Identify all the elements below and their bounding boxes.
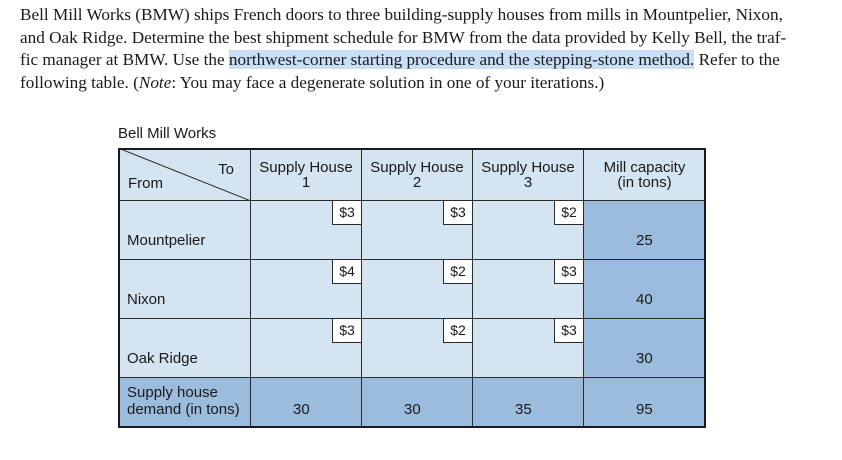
cost-box: $3 bbox=[443, 201, 472, 225]
row-label-text: Oak Ridge bbox=[127, 350, 198, 367]
cost-box: $2 bbox=[554, 201, 583, 225]
demand-value: 35 bbox=[515, 401, 532, 418]
cost-box: $3 bbox=[332, 319, 361, 343]
column-header-label: Supply House bbox=[370, 159, 464, 176]
cost-box: $3 bbox=[554, 319, 583, 343]
demand-value: 30 bbox=[404, 401, 421, 418]
column-header-supply-house-2: Supply House 2 bbox=[361, 148, 473, 201]
capacity-value: 25 bbox=[636, 232, 653, 249]
problem-text: fic manager at BMW. Use the bbox=[20, 50, 229, 69]
demand-label-line1: Supply house bbox=[127, 384, 218, 401]
diagonal-divider bbox=[118, 148, 251, 201]
corner-to-label: To bbox=[218, 161, 234, 178]
demand-sh3: 35 bbox=[472, 377, 584, 428]
column-header-supply-house-1: Supply House 1 bbox=[250, 148, 362, 201]
capacity-value: 30 bbox=[636, 350, 653, 367]
demand-sh1: 30 bbox=[250, 377, 362, 428]
cell-nixon-sh2[interactable]: $2 bbox=[361, 259, 473, 319]
problem-text: following table. ( bbox=[20, 72, 139, 92]
capacity-oak-ridge: 30 bbox=[583, 318, 706, 378]
cell-oak-ridge-sh3[interactable]: $3 bbox=[472, 318, 584, 378]
capacity-nixon: 40 bbox=[583, 259, 706, 319]
highlighted-text[interactable]: northwest-corner starting procedure and … bbox=[228, 50, 695, 69]
problem-statement: Bell Mill Works (BMW) ships French doors… bbox=[20, 4, 830, 94]
capacity-header-unit: (in tons) bbox=[617, 174, 672, 191]
column-header-supply-house-3: Supply House 3 bbox=[472, 148, 584, 201]
demand-sh2: 30 bbox=[361, 377, 473, 428]
cell-mountpelier-sh3[interactable]: $2 bbox=[472, 200, 584, 260]
cell-nixon-sh3[interactable]: $3 bbox=[472, 259, 584, 319]
row-label-text: Nixon bbox=[127, 291, 166, 308]
demand-total: 95 bbox=[583, 377, 706, 428]
cost-box: $2 bbox=[443, 260, 472, 284]
column-header-number: 1 bbox=[301, 174, 311, 191]
row-label-oak-ridge: Oak Ridge bbox=[118, 318, 251, 378]
problem-text: : You may face a degenerate solution in … bbox=[171, 72, 605, 92]
column-header-number: 2 bbox=[412, 174, 422, 191]
cost-box: $4 bbox=[332, 260, 361, 284]
demand-label-line2: demand (in tons) bbox=[127, 401, 240, 418]
problem-line-1: Bell Mill Works (BMW) ships French doors… bbox=[20, 5, 783, 24]
cell-mountpelier-sh1[interactable]: $3 bbox=[250, 200, 362, 260]
row-label-nixon: Nixon bbox=[118, 259, 251, 319]
cell-nixon-sh1[interactable]: $4 bbox=[250, 259, 362, 319]
corner-cell: To From bbox=[118, 148, 251, 201]
cell-oak-ridge-sh1[interactable]: $3 bbox=[250, 318, 362, 378]
row-label-mountpelier: Mountpelier bbox=[118, 200, 251, 260]
problem-line-3: fic manager at BMW. Use the northwest-co… bbox=[20, 49, 830, 72]
row-label-demand: Supply house demand (in tons) bbox=[118, 377, 251, 428]
problem-text: Refer to the bbox=[694, 50, 780, 69]
transportation-table: To From Supply House 1 Supply House 2 Su… bbox=[118, 148, 706, 428]
cell-mountpelier-sh2[interactable]: $3 bbox=[361, 200, 473, 260]
capacity-header-label: Mill capacity bbox=[603, 159, 686, 176]
column-header-label: Supply House bbox=[259, 159, 353, 176]
problem-line-4: following table. (Note: You may face a d… bbox=[20, 72, 830, 95]
demand-value: 30 bbox=[293, 401, 310, 418]
column-header-mill-capacity: Mill capacity (in tons) bbox=[583, 148, 706, 201]
corner-from-label: From bbox=[128, 175, 163, 192]
cost-box: $3 bbox=[332, 201, 361, 225]
cost-box: $2 bbox=[443, 319, 472, 343]
problem-line-2: and Oak Ridge. Determine the best shipme… bbox=[20, 27, 787, 47]
capacity-mountpelier: 25 bbox=[583, 200, 706, 260]
cell-oak-ridge-sh2[interactable]: $2 bbox=[361, 318, 473, 378]
row-label-text: Mountpelier bbox=[127, 232, 206, 249]
table-title: Bell Mill Works bbox=[118, 125, 217, 142]
cost-box: $3 bbox=[554, 260, 583, 284]
capacity-value: 40 bbox=[636, 291, 653, 308]
total-value: 95 bbox=[636, 401, 653, 418]
column-header-number: 3 bbox=[523, 174, 533, 191]
column-header-label: Supply House bbox=[481, 159, 575, 176]
note-label: Note bbox=[138, 72, 172, 92]
